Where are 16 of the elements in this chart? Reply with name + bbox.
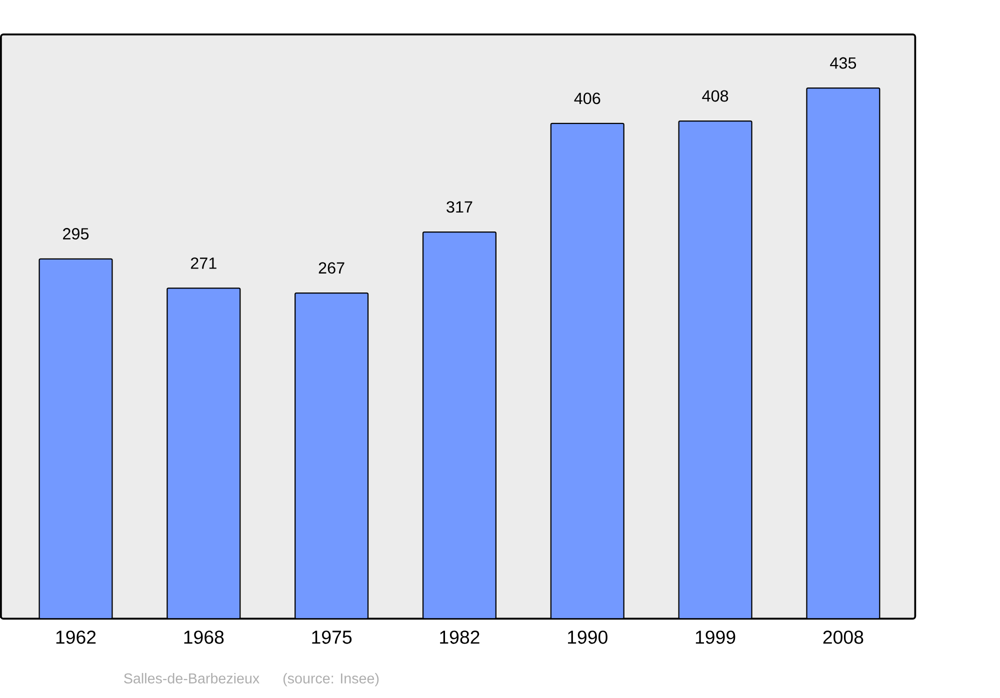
x-tick-label: 1982 (440, 630, 480, 644)
data-label: 408 (702, 90, 728, 102)
text: (source: Insee) (283, 672, 379, 686)
x-tick-label: 1962 (56, 630, 96, 644)
x-tick-label: 1990 (568, 630, 608, 644)
x-tick-label: 2008 (823, 630, 864, 644)
data-label: 295 (63, 228, 89, 240)
data-label: 406 (574, 92, 600, 104)
x-tick-label: 1999 (696, 630, 736, 644)
data-label: 317 (446, 201, 472, 213)
data-label: 271 (190, 257, 216, 269)
text: Salles-de-Barbezieux (124, 672, 260, 684)
x-tick-label: 1975 (312, 630, 352, 644)
data-label: 435 (830, 57, 856, 69)
data-label: 267 (318, 262, 344, 274)
x-tick-label: 1968 (184, 630, 224, 644)
